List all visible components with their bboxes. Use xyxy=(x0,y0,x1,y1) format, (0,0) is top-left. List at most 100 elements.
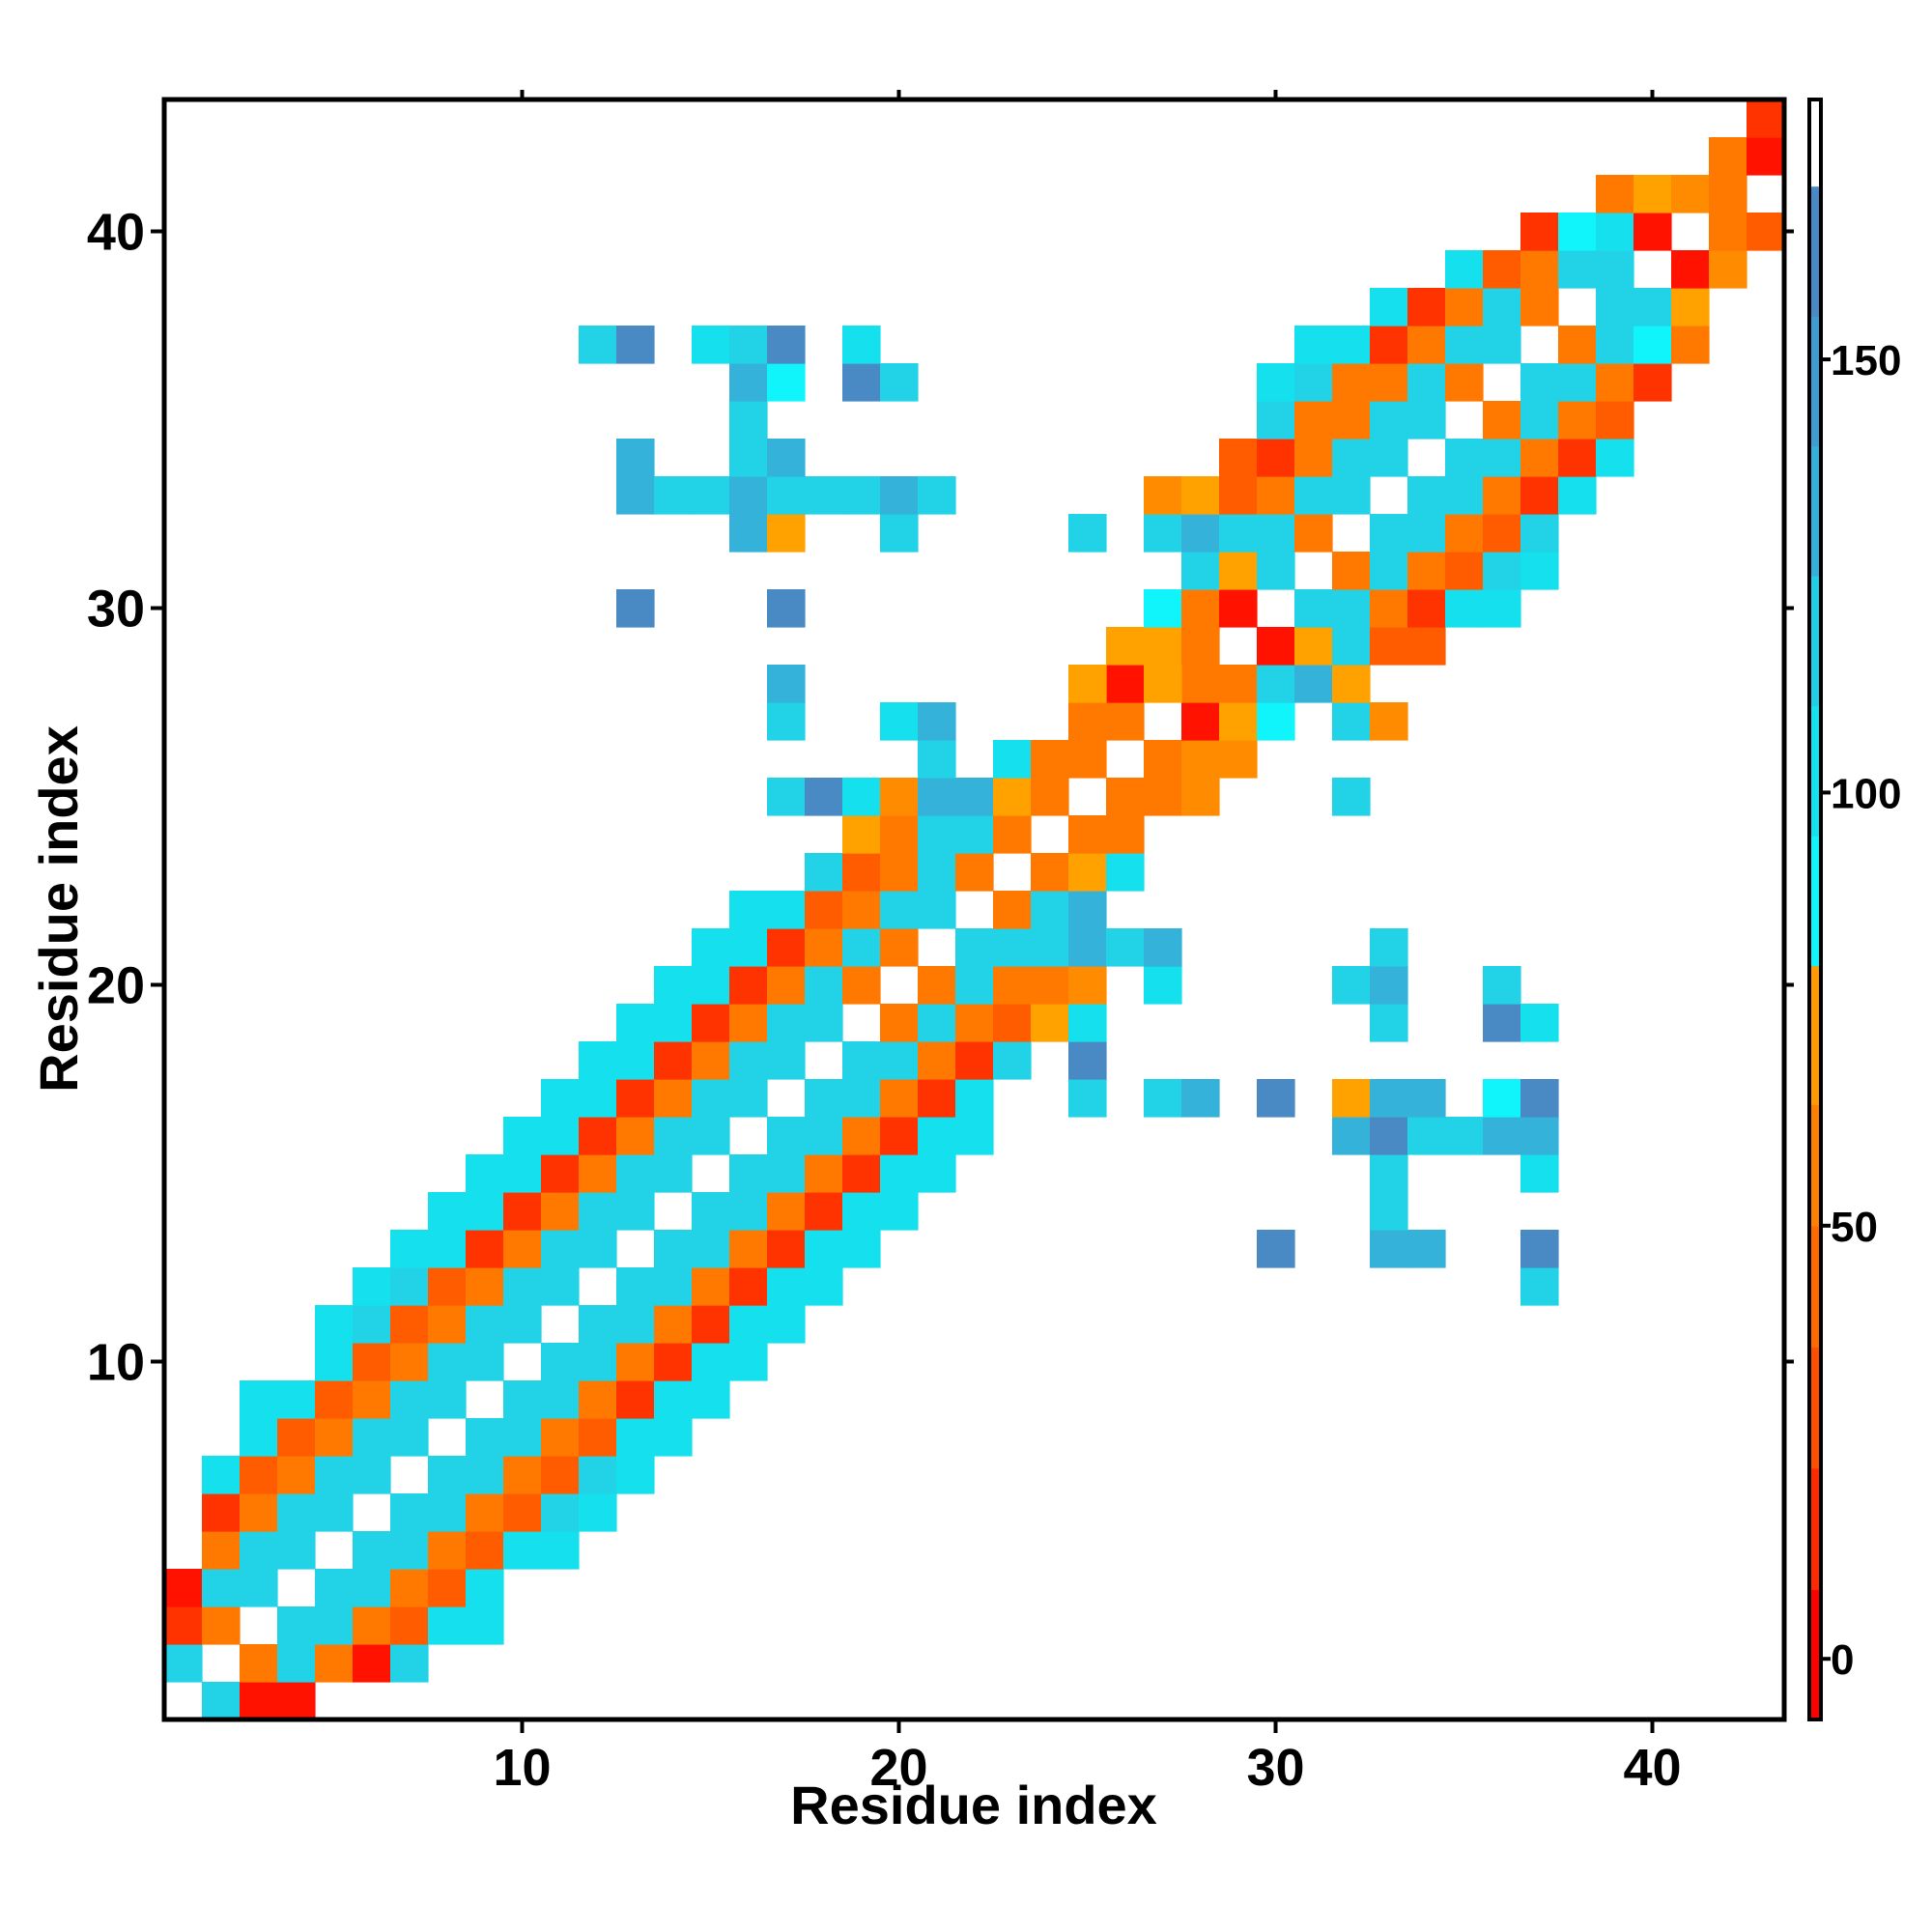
heatmap-cell xyxy=(1520,213,1559,251)
heatmap-cell xyxy=(1370,439,1408,477)
heatmap-cell xyxy=(541,1418,580,1457)
heatmap-cell xyxy=(1445,439,1484,477)
heatmap-cell xyxy=(1483,1004,1521,1042)
heatmap-cell xyxy=(729,401,768,440)
heatmap-cell xyxy=(692,326,730,364)
heatmap-cell xyxy=(1257,552,1295,590)
heatmap-cell xyxy=(767,928,806,967)
heatmap-cell xyxy=(353,1531,391,1570)
heatmap-cell xyxy=(466,1569,504,1607)
heatmap-cell xyxy=(1332,665,1371,703)
heatmap-cell xyxy=(955,1041,994,1080)
colorbar-band xyxy=(1809,1589,1821,1720)
heatmap-cell xyxy=(805,778,843,816)
heatmap-cell xyxy=(315,1305,354,1344)
heatmap-cell xyxy=(1332,326,1371,364)
heatmap-cell xyxy=(918,1117,956,1155)
heatmap-cell xyxy=(466,1230,504,1268)
heatmap-cell xyxy=(1596,250,1634,289)
heatmap-cell xyxy=(541,1380,580,1419)
heatmap-cell xyxy=(1520,439,1559,477)
heatmap-cell xyxy=(767,1004,806,1042)
heatmap-cell xyxy=(1257,702,1295,741)
heatmap-cell xyxy=(955,1117,994,1155)
heatmap-cell xyxy=(918,1004,956,1042)
heatmap-cell xyxy=(1031,966,1069,1005)
heatmap-cell xyxy=(1106,928,1145,967)
heatmap-cell xyxy=(1709,250,1747,289)
heatmap-cell xyxy=(993,966,1032,1005)
heatmap-cell xyxy=(1558,439,1597,477)
heatmap-cell xyxy=(315,1606,354,1645)
heatmap-cell xyxy=(1596,401,1634,440)
heatmap-cell xyxy=(805,966,843,1005)
heatmap-cell xyxy=(842,1154,881,1193)
heatmap-cell xyxy=(1407,552,1446,590)
heatmap-cell xyxy=(541,1267,580,1306)
heatmap-cell xyxy=(1370,702,1408,741)
heatmap-cell xyxy=(315,1569,354,1607)
heatmap-cell xyxy=(164,1569,203,1607)
heatmap-cell xyxy=(1068,891,1107,929)
heatmap-cell xyxy=(579,1192,617,1231)
heatmap-cell xyxy=(616,1343,655,1381)
heatmap-cell xyxy=(805,1079,843,1118)
heatmap-cell xyxy=(503,1531,542,1570)
heatmap-cell xyxy=(1370,552,1408,590)
colorbar-band xyxy=(1809,1467,1821,1590)
heatmap-cell xyxy=(1370,514,1408,553)
heatmap-cell xyxy=(880,702,919,741)
colorbar-tick-label: 50 xyxy=(1831,1204,1878,1251)
heatmap-cell xyxy=(842,1117,881,1155)
heatmap-cell xyxy=(1181,740,1220,779)
heatmap-cell xyxy=(1031,1004,1069,1042)
heatmap-cell xyxy=(1596,175,1634,213)
heatmap-cell xyxy=(1483,401,1521,440)
heatmap-cell xyxy=(729,1041,768,1080)
heatmap-cell xyxy=(1068,702,1107,741)
heatmap-cell xyxy=(579,1380,617,1419)
x-axis-title: Residue index xyxy=(790,1775,1157,1835)
heatmap-cell xyxy=(428,1192,467,1231)
heatmap-cell xyxy=(240,1493,278,1532)
heatmap-cell xyxy=(390,1644,429,1683)
heatmap-cell xyxy=(1181,627,1220,666)
heatmap-cell xyxy=(353,1343,391,1381)
heatmap-cell xyxy=(880,853,919,892)
heatmap-cell xyxy=(1558,401,1597,440)
x-tick-label: 10 xyxy=(493,1739,551,1797)
heatmap-cell xyxy=(1068,1004,1107,1042)
heatmap-cell xyxy=(955,966,994,1005)
heatmap-cell xyxy=(993,1041,1032,1080)
heatmap-cell xyxy=(1370,627,1408,666)
heatmap-cell xyxy=(503,1230,542,1268)
heatmap-cell xyxy=(880,1154,919,1193)
heatmap-cell xyxy=(1257,476,1295,515)
heatmap-cell xyxy=(955,815,994,854)
heatmap-cell xyxy=(1558,476,1597,515)
heatmap-cell xyxy=(1294,326,1333,364)
heatmap-cell xyxy=(390,1493,429,1532)
heatmap-cell xyxy=(654,476,693,515)
heatmap-cell xyxy=(880,1004,919,1042)
heatmap-cell xyxy=(1144,589,1182,628)
heatmap-cell xyxy=(1671,175,1710,213)
heatmap-cell xyxy=(1483,326,1521,364)
heatmap-cell xyxy=(729,1154,768,1193)
heatmap-cell xyxy=(579,1343,617,1381)
heatmap-cell xyxy=(729,1192,768,1231)
heatmap-cell xyxy=(353,1305,391,1344)
heatmap-cell xyxy=(1068,1041,1107,1080)
heatmap-cell xyxy=(466,1531,504,1570)
colorbar: 0 50 100 150 xyxy=(1807,98,1901,1721)
heatmap-cell xyxy=(1144,665,1182,703)
heatmap-cell xyxy=(277,1531,316,1570)
heatmap-cell xyxy=(1181,589,1220,628)
heatmap-cells xyxy=(164,99,1785,1720)
heatmap-cell xyxy=(1219,514,1258,553)
heatmap-cell xyxy=(955,1004,994,1042)
heatmap-cell xyxy=(1558,213,1597,251)
heatmap-cell xyxy=(466,1154,504,1193)
heatmap-cell xyxy=(842,891,881,929)
heatmap-cell xyxy=(1332,476,1371,515)
